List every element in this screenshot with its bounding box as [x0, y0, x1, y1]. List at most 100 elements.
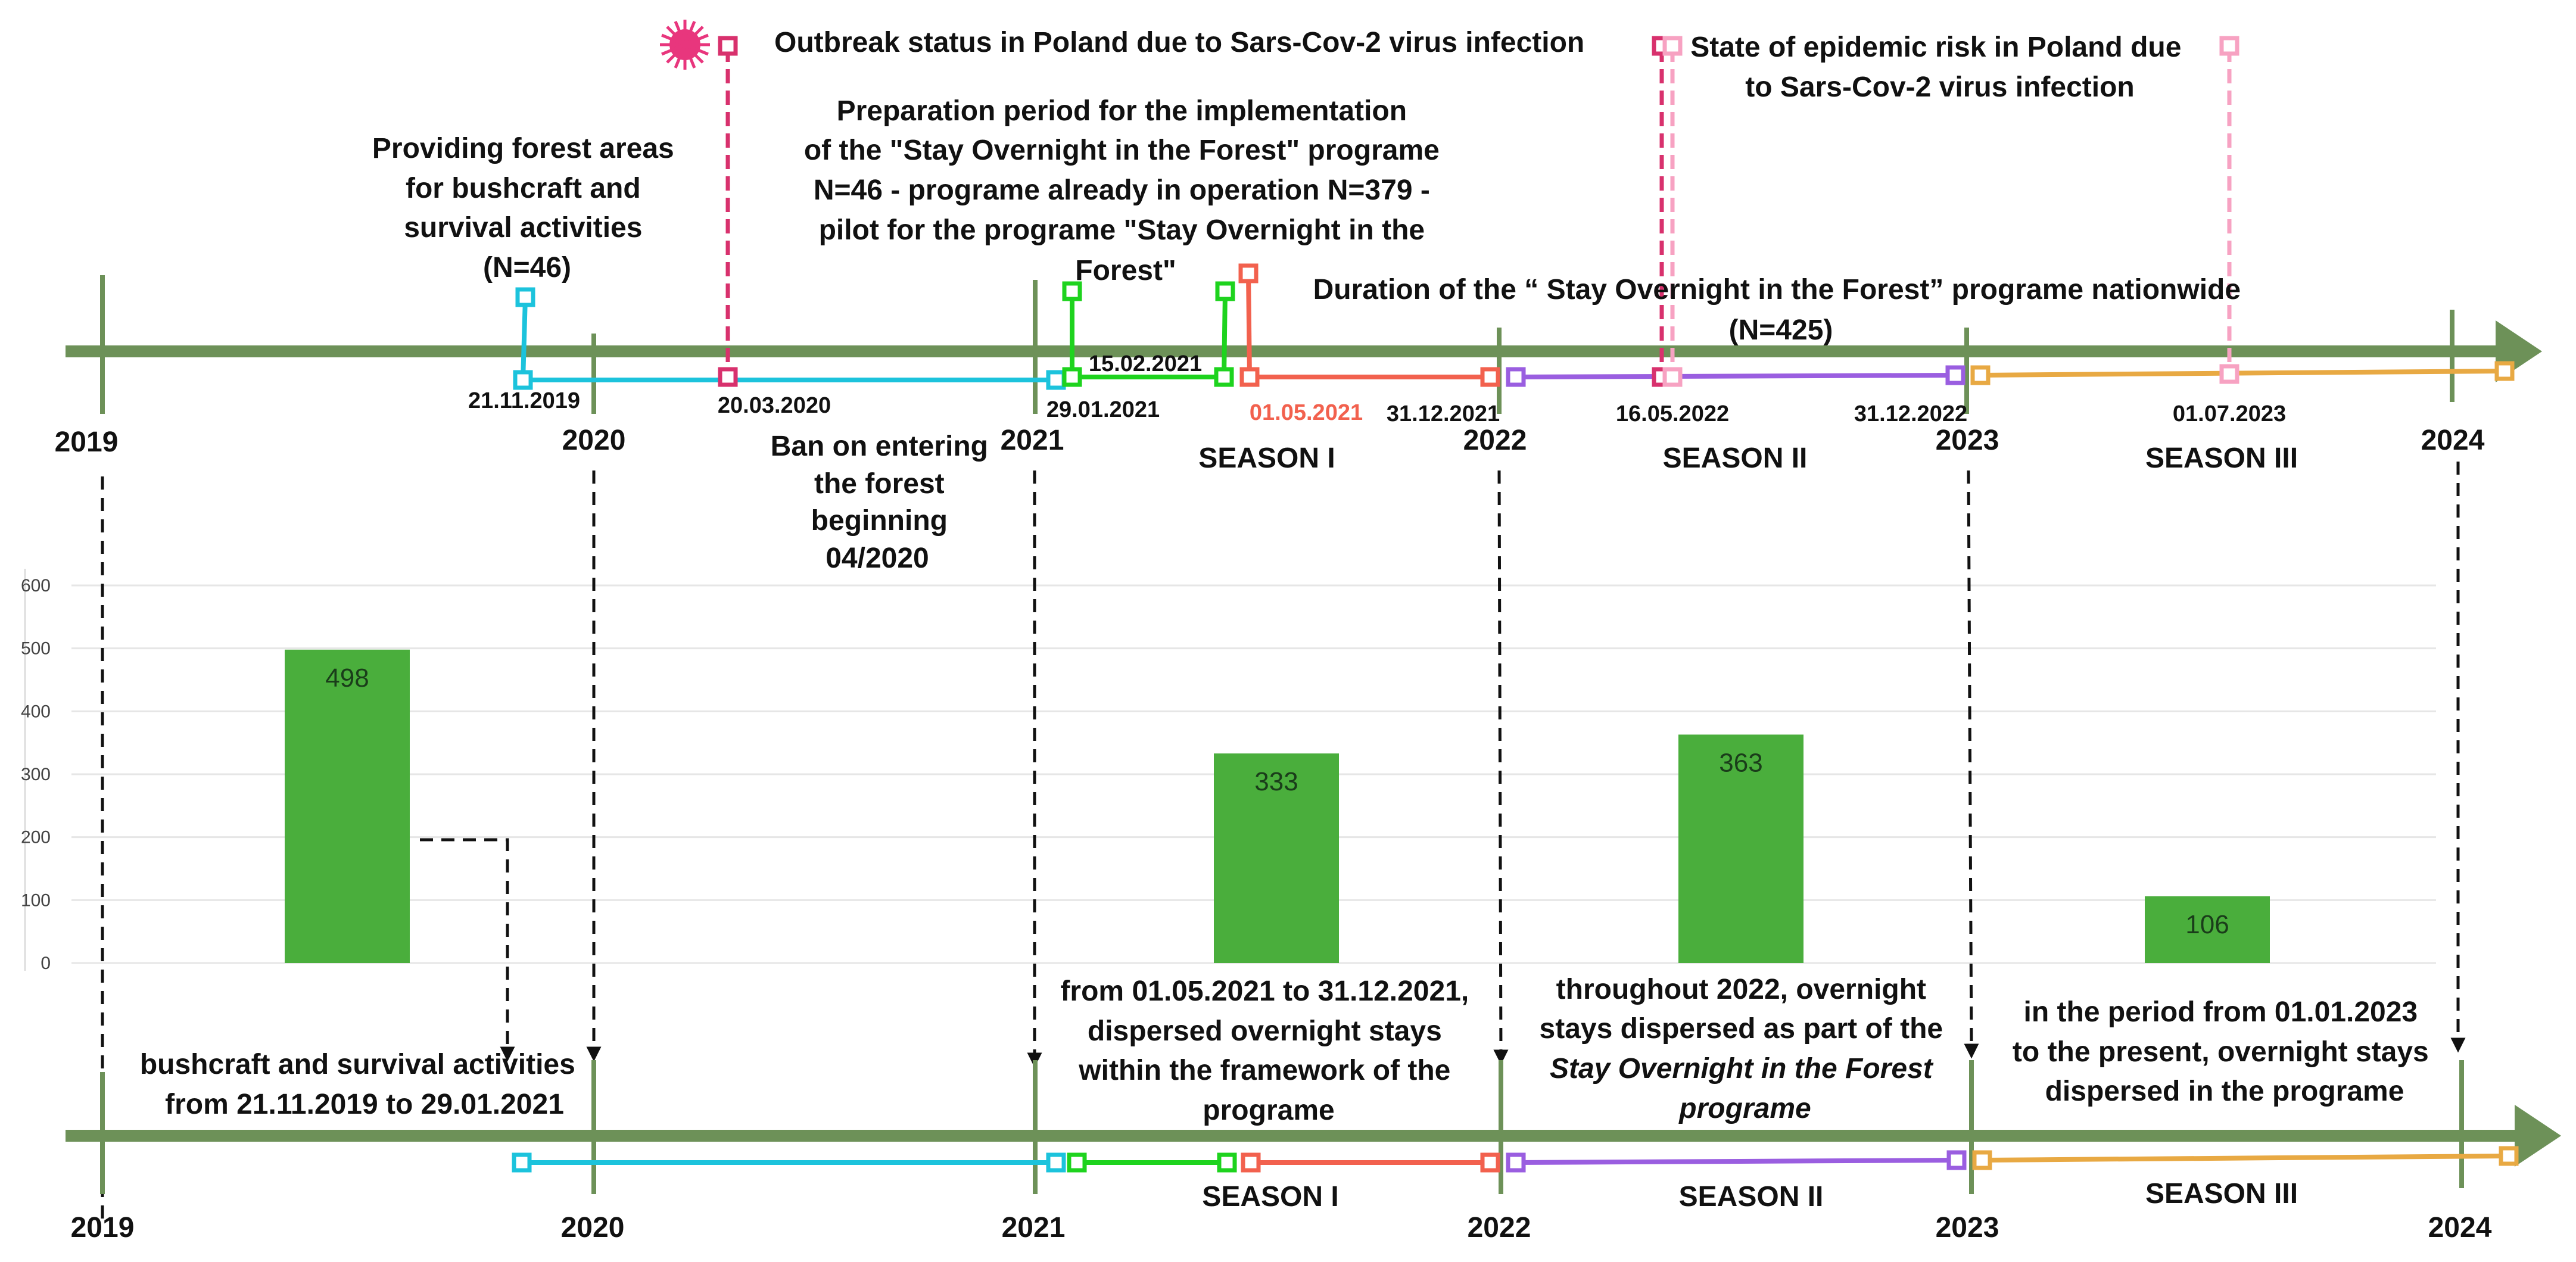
- bottom-period-season3-line: [1982, 1154, 2509, 1163]
- note-season1: from 01.05.2021 to 31.12.2021, dispersed…: [1060, 976, 1477, 1126]
- ban-line-1: Ban on entering: [771, 431, 988, 462]
- note-bushcraft-line-2: from 21.11.2019 to 29.01.2021: [165, 1089, 564, 1120]
- duration-line-2: (N=425): [1729, 314, 1833, 346]
- top-timeline: 2019 2020 2021 2022 2023 2024: [55, 20, 2542, 574]
- epidemic-risk-line-1: State of epidemic risk in Poland due: [1690, 32, 2181, 63]
- marker-15-02-2021: [1214, 367, 1234, 387]
- date-01-07-2023: 01.07.2023: [2173, 401, 2286, 426]
- marker-31-12-2021: [1480, 367, 1500, 387]
- top-period-season2-line: [1515, 373, 1956, 379]
- note-season3: in the period from 01.01.2023 to the pre…: [2013, 996, 2437, 1107]
- marker-29-01-2021-cyan: [1046, 370, 1066, 390]
- date-20-03-2020: 20.03.2020: [718, 393, 831, 418]
- bottom-year-label-2022: 2022: [1468, 1212, 1531, 1244]
- connector-2022: [1493, 470, 1509, 1065]
- chart-bar-labels: 498 333 363 106: [325, 663, 2229, 939]
- connector-bushcraft-bar: [420, 838, 515, 1062]
- bottom-season-2-label: SEASON II: [1679, 1181, 1824, 1213]
- y-tick-label-0: 0: [41, 953, 51, 973]
- marker-2022-start: [1506, 367, 1526, 387]
- bar-value-label-0: 498: [325, 663, 369, 693]
- marker-21-11-2019: [513, 370, 533, 390]
- duration-line-1: Duration of the “ Stay Overnight in the …: [1313, 274, 2241, 306]
- forest-areas-line-4: (N=46): [483, 252, 571, 283]
- top-year-label-2022: 2022: [1463, 425, 1527, 456]
- note-season1-line-4: programe: [1203, 1095, 1334, 1126]
- marker-outbreak-top: [718, 36, 738, 56]
- note-season3-line-1: in the period from 01.01.2023: [2024, 996, 2418, 1028]
- chart-bars: [285, 649, 2270, 963]
- marker-2024-end: [2494, 361, 2515, 381]
- bottom-marker-season1-end: [1480, 1152, 1500, 1173]
- forest-areas-label: Providing forest areas for bushcraft and…: [372, 133, 682, 283]
- marker-01-05-2021: [1239, 367, 1260, 387]
- top-season-3-label: SEASON III: [2145, 443, 2298, 474]
- forest-areas-line-1: Providing forest areas: [372, 133, 674, 164]
- ban-line-2: the forest: [814, 468, 945, 500]
- bottom-year-label-2021: 2021: [1002, 1212, 1066, 1244]
- bottom-marker-bushcraft-start: [512, 1152, 532, 1173]
- bar-1: [1214, 753, 1339, 963]
- note-bushcraft-line-1: bushcraft and survival activities: [140, 1049, 575, 1080]
- note-season3-line-2: to the present, overnight stays: [2013, 1036, 2429, 1068]
- bar-3: [2145, 896, 2270, 963]
- date-01-05-2021: 01.05.2021: [1250, 400, 1363, 425]
- note-season1-line-1: from 01.05.2021 to 31.12.2021,: [1060, 976, 1469, 1007]
- season1-stem: [1246, 273, 1252, 378]
- marker-season1-top: [1238, 263, 1259, 283]
- marker-pink-2023-top: [2219, 36, 2239, 56]
- preparation-line-3: N=46 - programe already in operation N=3…: [814, 175, 1430, 206]
- marker-pilot-top-2: [1215, 281, 1235, 301]
- bottom-period-season2-line: [1515, 1158, 1957, 1165]
- bottom-year-label-2020: 2020: [561, 1212, 625, 1244]
- epidemic-risk-line-2: to Sars-Cov-2 virus infection: [1745, 71, 2134, 103]
- bottom-marker-pilot-end: [1217, 1152, 1237, 1173]
- forest-areas-stem: [521, 297, 528, 381]
- epidemic-risk-label: State of epidemic risk in Poland due to …: [1690, 32, 2189, 103]
- note-season3-line-3: dispersed in the programe: [2045, 1076, 2404, 1107]
- bottom-marker-season3-start: [1972, 1150, 1992, 1170]
- note-season2-line-4: programe: [1678, 1093, 1811, 1124]
- note-season2-line-2: stays dispersed as part of the: [1540, 1013, 1943, 1045]
- y-tick-label-200: 200: [21, 828, 51, 847]
- ban-line-4: 04/2020: [826, 543, 929, 574]
- bottom-season-3-label: SEASON III: [2145, 1178, 2298, 1210]
- marker-20-03-2020: [718, 367, 738, 387]
- bottom-season-1-label: SEASON I: [1202, 1181, 1338, 1213]
- bottom-marker-season2-start: [1506, 1152, 1526, 1173]
- date-15-02-2021: 15.02.2021: [1089, 351, 1202, 376]
- bottom-year-label-2023: 2023: [1936, 1212, 1999, 1244]
- top-year-label-2023: 2023: [1936, 425, 1999, 456]
- duration-label: Duration of the “ Stay Overnight in the …: [1313, 274, 2249, 346]
- bottom-year-label-2019: 2019: [71, 1212, 135, 1244]
- forest-areas-line-2: for bushcraft and: [406, 173, 641, 204]
- bar-chart: 0 100 200 300 400 500 600 498 333 363 106: [21, 569, 2436, 973]
- pilot-stem-2: [1222, 291, 1228, 378]
- y-tick-label-500: 500: [21, 639, 51, 659]
- bottom-marker-season2-end: [1946, 1150, 1967, 1170]
- outbreak-label: Outbreak status in Poland due to Sars-Co…: [774, 27, 1584, 58]
- bar-value-label-1: 333: [1254, 767, 1298, 796]
- preparation-line-2: of the "Stay Overnight in the Forest" pr…: [804, 135, 1440, 166]
- ban-line-3: beginning: [811, 505, 948, 537]
- bottom-marker-season1-start: [1241, 1152, 1261, 1173]
- marker-31-12-2022: [1945, 365, 1966, 385]
- preparation-line-1: Preparation period for the implementatio…: [837, 95, 1407, 127]
- top-season-1-label: SEASON I: [1198, 443, 1335, 474]
- note-season2: throughout 2022, overnight stays dispers…: [1540, 974, 1951, 1124]
- virus-icon: [660, 20, 710, 70]
- note-bushcraft: bushcraft and survival activities from 2…: [140, 1049, 583, 1120]
- top-year-label-2019: 2019: [55, 426, 119, 458]
- bottom-marker-season3-end: [2499, 1146, 2519, 1166]
- bar-0: [285, 649, 410, 963]
- bar-value-label-2: 363: [1719, 748, 1762, 777]
- connector-2023: [1964, 470, 1979, 1059]
- forest-areas-line-3: survival activities: [404, 212, 642, 244]
- bottom-timeline: 2019 2020 2021 2022 2023 2024 SEASON I S…: [66, 974, 2561, 1244]
- date-31-12-2021: 31.12.2021: [1387, 401, 1500, 426]
- date-29-01-2021: 29.01.2021: [1046, 397, 1160, 422]
- date-21-11-2019: 21.11.2019: [468, 388, 580, 413]
- preparation-line-4: pilot for the programe "Stay Overnight i…: [819, 214, 1425, 246]
- top-period-season3-line: [1980, 369, 2505, 378]
